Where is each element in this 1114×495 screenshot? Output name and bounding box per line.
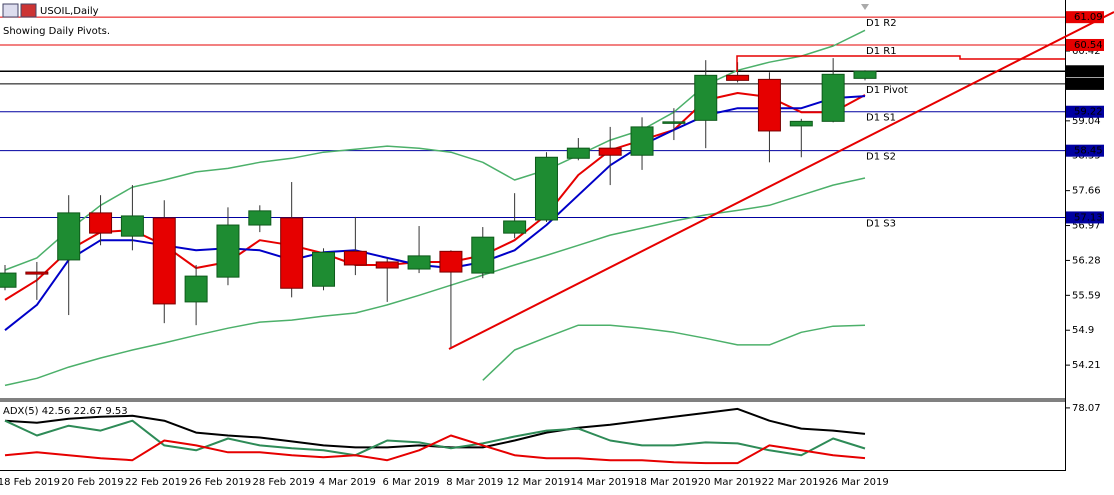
- pivot-label: D1 S3: [866, 218, 896, 229]
- candle-body: [120, 215, 144, 237]
- x-tick-label: 14 Mar 2019: [570, 477, 633, 488]
- x-tick-label: 6 Mar 2019: [383, 477, 440, 488]
- candle-body: [726, 74, 750, 81]
- price-box-label: 59.77: [1074, 79, 1103, 90]
- y-tick-label: 60.42: [1072, 46, 1101, 57]
- drawn-line: [736, 55, 1065, 72]
- y-tick-label: 55.59: [1072, 290, 1101, 301]
- x-tick-label: 12 Mar 2019: [507, 477, 570, 488]
- x-tick-label: 22 Mar 2019: [762, 477, 825, 488]
- indicator-line: [4, 95, 866, 331]
- overlay: D1 R2 61.09 D1 R1 60.54 D1 Pivot 59.77 D1 S1 59…: [866, 11, 1104, 229]
- indicator-line: [4, 92, 866, 301]
- price-box-label: 57.13: [1074, 212, 1103, 223]
- y-tick-label: 56.97: [1072, 221, 1101, 232]
- candle-body: [598, 147, 622, 156]
- price-box: [1066, 38, 1104, 51]
- y-tick-label: 54.9: [1072, 325, 1094, 336]
- indicator-legend: ADX(5) 42.56 22.67 9.53: [3, 406, 128, 417]
- x-tick-label: 18 Mar 2019: [634, 477, 697, 488]
- price-box-label: 61.09: [1074, 12, 1103, 23]
- icon: [20, 3, 37, 18]
- x-tick-label: 20 Mar 2019: [698, 477, 761, 488]
- candle-body: [757, 78, 781, 132]
- price-box-label: 59.22: [1074, 107, 1103, 118]
- candle-body: [248, 210, 272, 226]
- x-tick-label: 28 Feb 2019: [253, 477, 315, 488]
- shift-marker: [861, 4, 869, 10]
- y-tick-label: 78.07: [1072, 403, 1101, 414]
- x-tick-label: 18 Feb 2019: [0, 477, 60, 488]
- candle-body: [566, 147, 590, 159]
- indicator-line: [4, 29, 866, 271]
- pivot-label: D1 R2: [866, 18, 897, 29]
- pivot-label: D1 Pivot: [866, 85, 908, 96]
- candle-body: [0, 272, 17, 288]
- candle-body: [439, 250, 463, 273]
- candle-body: [57, 212, 81, 261]
- x-tick-label: 4 Mar 2019: [319, 477, 376, 488]
- y-tick-label: 59.04: [1072, 116, 1101, 127]
- price-box: [1066, 105, 1104, 118]
- x-tick-label: 20 Feb 2019: [61, 477, 123, 488]
- candle-body: [503, 220, 527, 234]
- indicator-line: [4, 177, 866, 387]
- price-box-label: 60.54: [1074, 40, 1103, 51]
- y-tick-label: 56.28: [1072, 255, 1101, 266]
- candle-body: [343, 250, 367, 266]
- pivot-label: D1 S1: [866, 113, 896, 124]
- candle-body: [216, 224, 240, 278]
- candle-body: [694, 74, 718, 121]
- candle-body: [312, 251, 336, 287]
- candle-body: [375, 261, 399, 269]
- price-box: [1066, 65, 1104, 78]
- candle-body: [534, 156, 558, 221]
- candle-body: [89, 212, 113, 234]
- candle-body: [184, 275, 208, 303]
- x-tick-label: 26 Feb 2019: [189, 477, 251, 488]
- pivot-label: D1 R1: [866, 46, 897, 57]
- indicator-line: [482, 324, 866, 381]
- plot-area: 54.2154.955.5956.2856.9757.6658.3559.045…: [0, 16, 1101, 488]
- candle-body: [280, 217, 304, 289]
- price-box: [1066, 211, 1104, 224]
- symbol-icon: [2, 3, 37, 18]
- candle-body: [853, 70, 877, 79]
- indicator-line: [4, 407, 866, 449]
- x-tick-label: 8 Mar 2019: [446, 477, 503, 488]
- symbol-title: USOIL,Daily: [40, 6, 99, 17]
- trend-line: [448, 11, 1114, 350]
- candle-body: [152, 217, 176, 305]
- candle-body: [630, 126, 654, 156]
- candle-body: [662, 121, 686, 124]
- icon: [2, 3, 19, 18]
- price-box-label: 58.45: [1074, 146, 1103, 157]
- x-tick-label: 26 Mar 2019: [825, 477, 888, 488]
- pivot-note: Showing Daily Pivots.: [3, 26, 110, 37]
- y-tick-label: 57.66: [1072, 186, 1101, 197]
- price-box: [1066, 77, 1104, 90]
- x-tick-label: 22 Feb 2019: [125, 477, 187, 488]
- candle-body: [821, 73, 845, 122]
- indicator-line: [4, 434, 866, 465]
- price-box: [1066, 144, 1104, 157]
- price-box: [1066, 11, 1104, 24]
- candle-body: [789, 120, 813, 127]
- candle-body: [471, 236, 495, 274]
- pivot-label: D1 S2: [866, 152, 896, 163]
- candle-body: [25, 271, 49, 275]
- price-box-label: 60.02: [1074, 66, 1103, 77]
- candle-body: [407, 255, 431, 270]
- y-tick-label: 54.21: [1072, 360, 1101, 371]
- indicator-line: [4, 419, 866, 457]
